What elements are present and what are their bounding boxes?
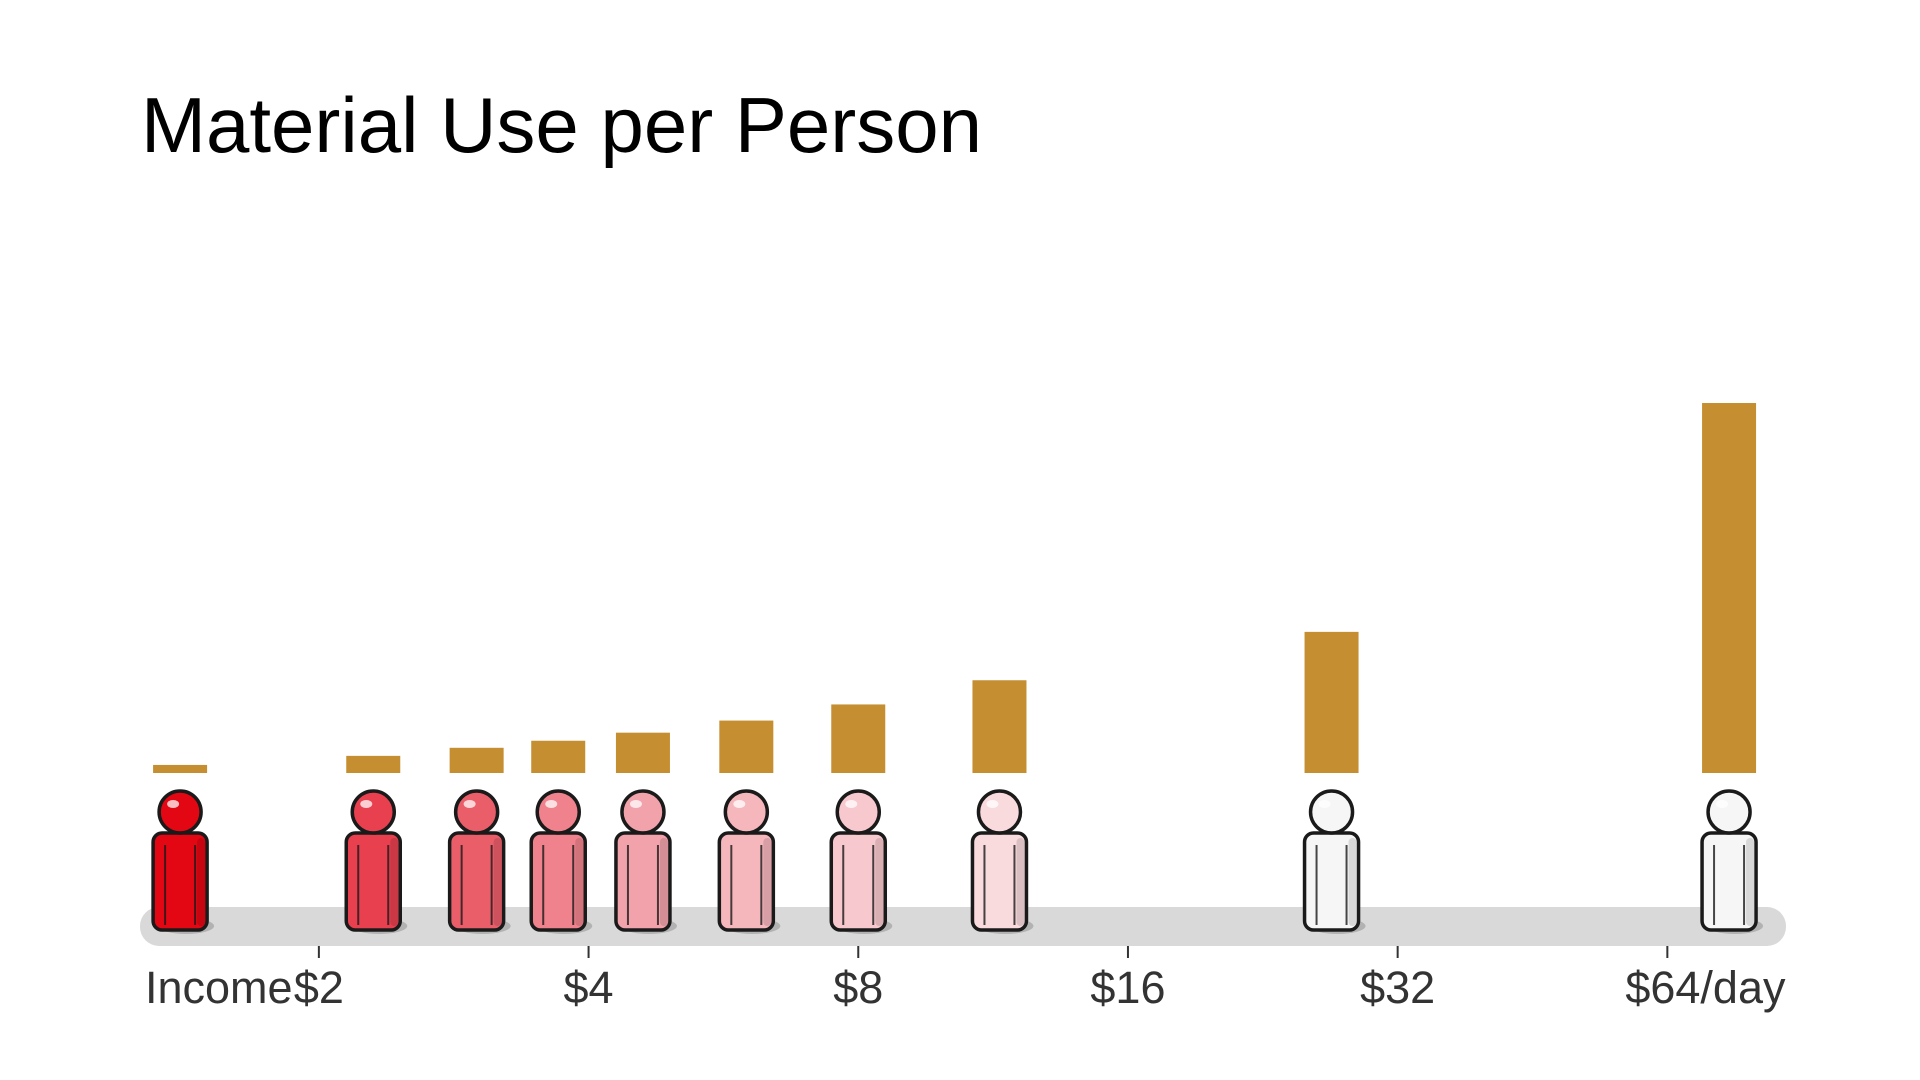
person-head-highlight [1318,800,1331,808]
x-tick-label: $16 [1090,962,1165,1013]
x-axis-ticks: $2 $4 $8 $16 $32 $64/day [294,946,1786,1013]
people-figures [151,789,1764,934]
x-axis-label: Income [145,962,293,1013]
person-figure [344,789,408,934]
material-bar [831,704,886,773]
person-head-highlight [733,800,746,808]
person-head-highlight [1716,800,1729,808]
person-head [1706,789,1752,835]
person-head-highlight [463,800,476,808]
person-body-shade [390,838,399,926]
person-head-highlight [545,800,558,808]
person-body-shade [763,838,772,926]
person-figure [529,789,593,934]
material-bar [1702,403,1757,773]
person-figure [717,789,781,934]
person-body-shade [1016,838,1025,926]
x-tick-label: $2 [294,962,344,1013]
person-figure [614,789,677,934]
person-figure [447,789,511,934]
x-tick-label: $32 [1360,962,1435,1013]
person-body-shade [493,838,502,926]
person-head [835,789,882,835]
x-tick-label: $4 [564,962,614,1013]
person-head [620,789,666,835]
person-head [723,789,770,835]
bar-series [153,403,1757,773]
chart-title: Material Use per Person [141,81,983,169]
material-bar [1304,631,1359,773]
person-head [453,789,500,835]
person-body-shade [875,838,884,926]
material-bar [615,732,670,773]
person-body-shade [659,838,668,926]
person-head [976,789,1023,835]
person-body-shade [575,838,584,926]
person-figure [151,789,215,934]
person-head-highlight [360,800,373,808]
person-figure [970,789,1034,934]
person-figure [829,789,893,934]
material-bar [972,680,1027,773]
person-head [157,789,203,835]
person-figure [1302,789,1366,934]
person-head-highlight [629,800,642,808]
person-head [1308,789,1355,835]
material-bar [449,747,504,773]
material-bar [719,720,774,773]
person-body-shade [1348,838,1357,926]
person-body-shade [1746,838,1755,926]
person-head-highlight [845,800,858,808]
material-bar [153,764,208,773]
person-head [350,789,397,835]
material-bar [346,755,401,773]
person-body-shade [197,838,206,926]
x-tick-label: $64/day [1625,962,1786,1013]
person-figure [1700,789,1764,934]
person-head [535,789,581,835]
material-bar [531,740,586,773]
person-head-highlight [167,800,180,808]
x-tick-label: $8 [833,962,883,1013]
person-head-highlight [986,800,999,808]
